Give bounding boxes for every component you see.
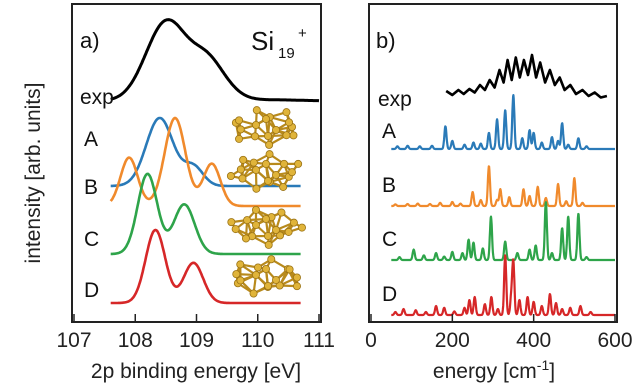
spectrum-a-c (110, 172, 301, 256)
spectrum-b-b (390, 165, 616, 208)
series-label-a-c: C (84, 228, 99, 251)
panel-a-x-ticks: 107 108 109 110 111 (56, 314, 335, 352)
series-label-b-a: A (382, 120, 396, 143)
spectrum-b-d (390, 254, 616, 317)
panel-b-series-labels: exp A B C D (378, 88, 412, 306)
series-label-b-d: D (382, 283, 397, 306)
formula-base: Si (251, 26, 274, 56)
panel-b-letter: b) (376, 28, 396, 53)
cluster-structure (232, 255, 301, 298)
panel-b-x-ticks: 0 200 400 600 (365, 314, 633, 352)
series-label-b-b: B (382, 174, 396, 197)
panel-b: b) exp A B C D 0 200 400 600 energy [cm-1] (365, 3, 633, 383)
series-label-a-b: B (84, 176, 98, 199)
tick-label-a: 110 (241, 329, 274, 352)
cluster-structure (226, 150, 303, 193)
panel-a-series-labels: exp A B C D (80, 86, 114, 302)
spectrum-a-exp (110, 18, 320, 103)
series-label-a-exp: exp (80, 86, 114, 109)
tick-label-b: 400 (516, 329, 551, 352)
series-label-a-a: A (84, 128, 98, 151)
panel-a-x-axis-label: 2p binding energy [eV] (91, 360, 301, 383)
tick-label-b: 0 (365, 329, 377, 352)
tick-label-a: 108 (118, 329, 153, 352)
spectrum-b-c (390, 201, 616, 262)
panel-b-curves (390, 53, 616, 317)
tick-label-a: 111 (303, 329, 335, 352)
formula-label: Si 19 + (251, 25, 307, 62)
y-axis-label: intensity [arb. units] (22, 83, 45, 264)
series-label-b-c: C (382, 228, 397, 251)
series-label-a-d: D (84, 279, 99, 302)
tick-label-b: 200 (435, 329, 470, 352)
spectrum-a-b (109, 116, 301, 208)
spectrum-a-d (110, 228, 301, 305)
panel-a: a) Si 19 + exp A B C D 107 108 109 110 111 2p bi… (56, 3, 335, 383)
tick-label-a: 107 (56, 329, 91, 352)
cluster-structure (227, 205, 306, 249)
tick-label-b: 600 (597, 329, 632, 352)
series-label-b-exp: exp (378, 88, 412, 111)
spectrum-b-a (390, 93, 616, 151)
cluster-structures (226, 106, 306, 298)
cluster-structure (231, 106, 298, 149)
panel-b-x-axis-label: energy [cm-1] (433, 357, 555, 383)
panel-a-curves (109, 18, 320, 305)
panel-b-frame (368, 3, 618, 323)
formula-superscript: + (298, 25, 307, 42)
panel-a-letter: a) (80, 28, 100, 53)
tick-label-a: 109 (179, 329, 214, 352)
spectrum-b-exp (445, 53, 608, 99)
spectrum-a-a (110, 116, 301, 188)
formula-subscript: 19 (278, 45, 295, 62)
